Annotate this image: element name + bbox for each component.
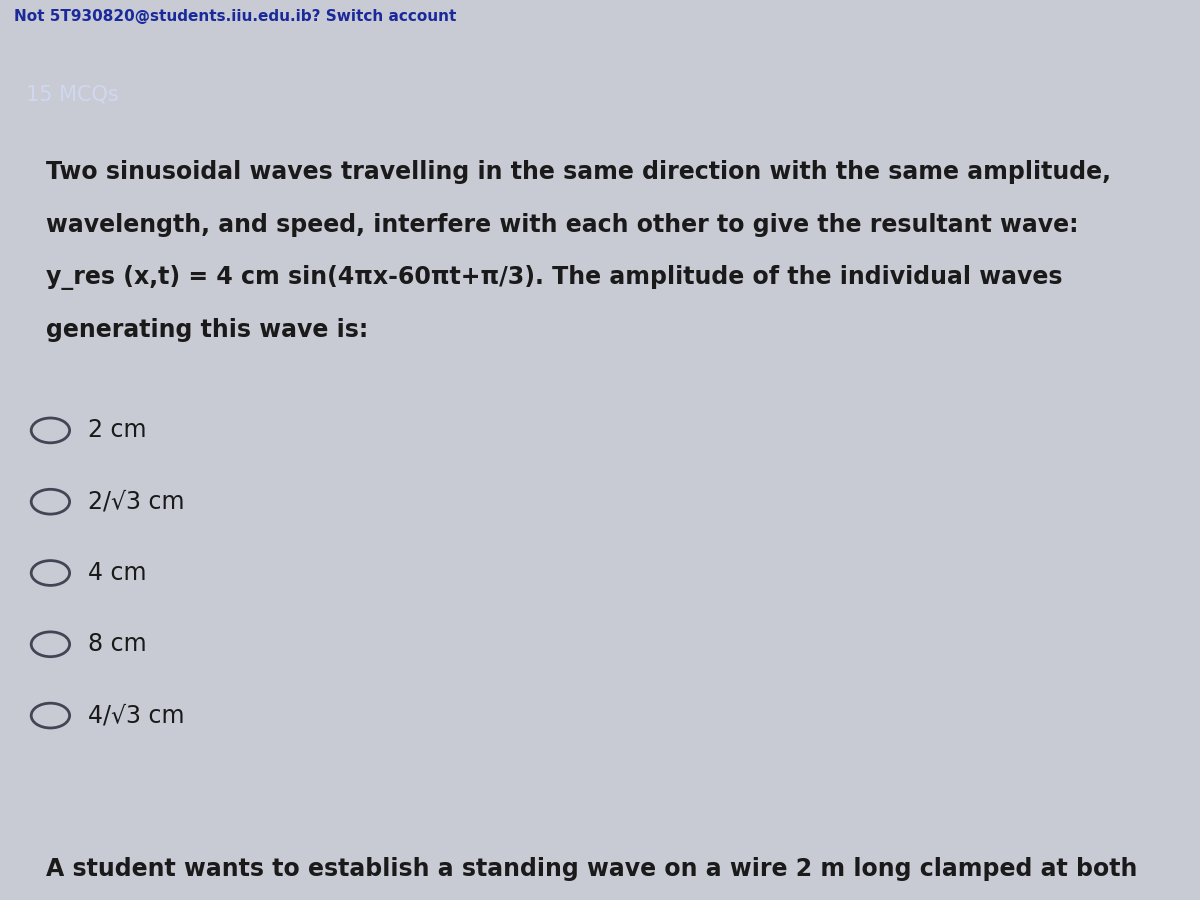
Text: Two sinusoidal waves travelling in the same direction with the same amplitude,: Two sinusoidal waves travelling in the s… [46, 160, 1111, 184]
Text: Not 5T930820@students.iiu.edu.ib? Switch account: Not 5T930820@students.iiu.edu.ib? Switch… [14, 9, 457, 23]
Text: A student wants to establish a standing wave on a wire 2 m long clamped at both: A student wants to establish a standing … [46, 857, 1136, 880]
Text: wavelength, and speed, interfere with each other to give the resultant wave:: wavelength, and speed, interfere with ea… [46, 212, 1078, 237]
Text: generating this wave is:: generating this wave is: [46, 318, 368, 342]
Text: 4/√3 cm: 4/√3 cm [88, 704, 184, 727]
Text: 2 cm: 2 cm [88, 418, 146, 443]
Text: 4 cm: 4 cm [88, 561, 146, 585]
Text: 15 MCQs: 15 MCQs [26, 85, 119, 104]
Text: 8 cm: 8 cm [88, 633, 146, 656]
Text: y_res (x,t) = 4 cm sin(4πx-60πt+π/3). The amplitude of the individual waves: y_res (x,t) = 4 cm sin(4πx-60πt+π/3). Th… [46, 266, 1062, 291]
Text: 2/√3 cm: 2/√3 cm [88, 490, 184, 514]
